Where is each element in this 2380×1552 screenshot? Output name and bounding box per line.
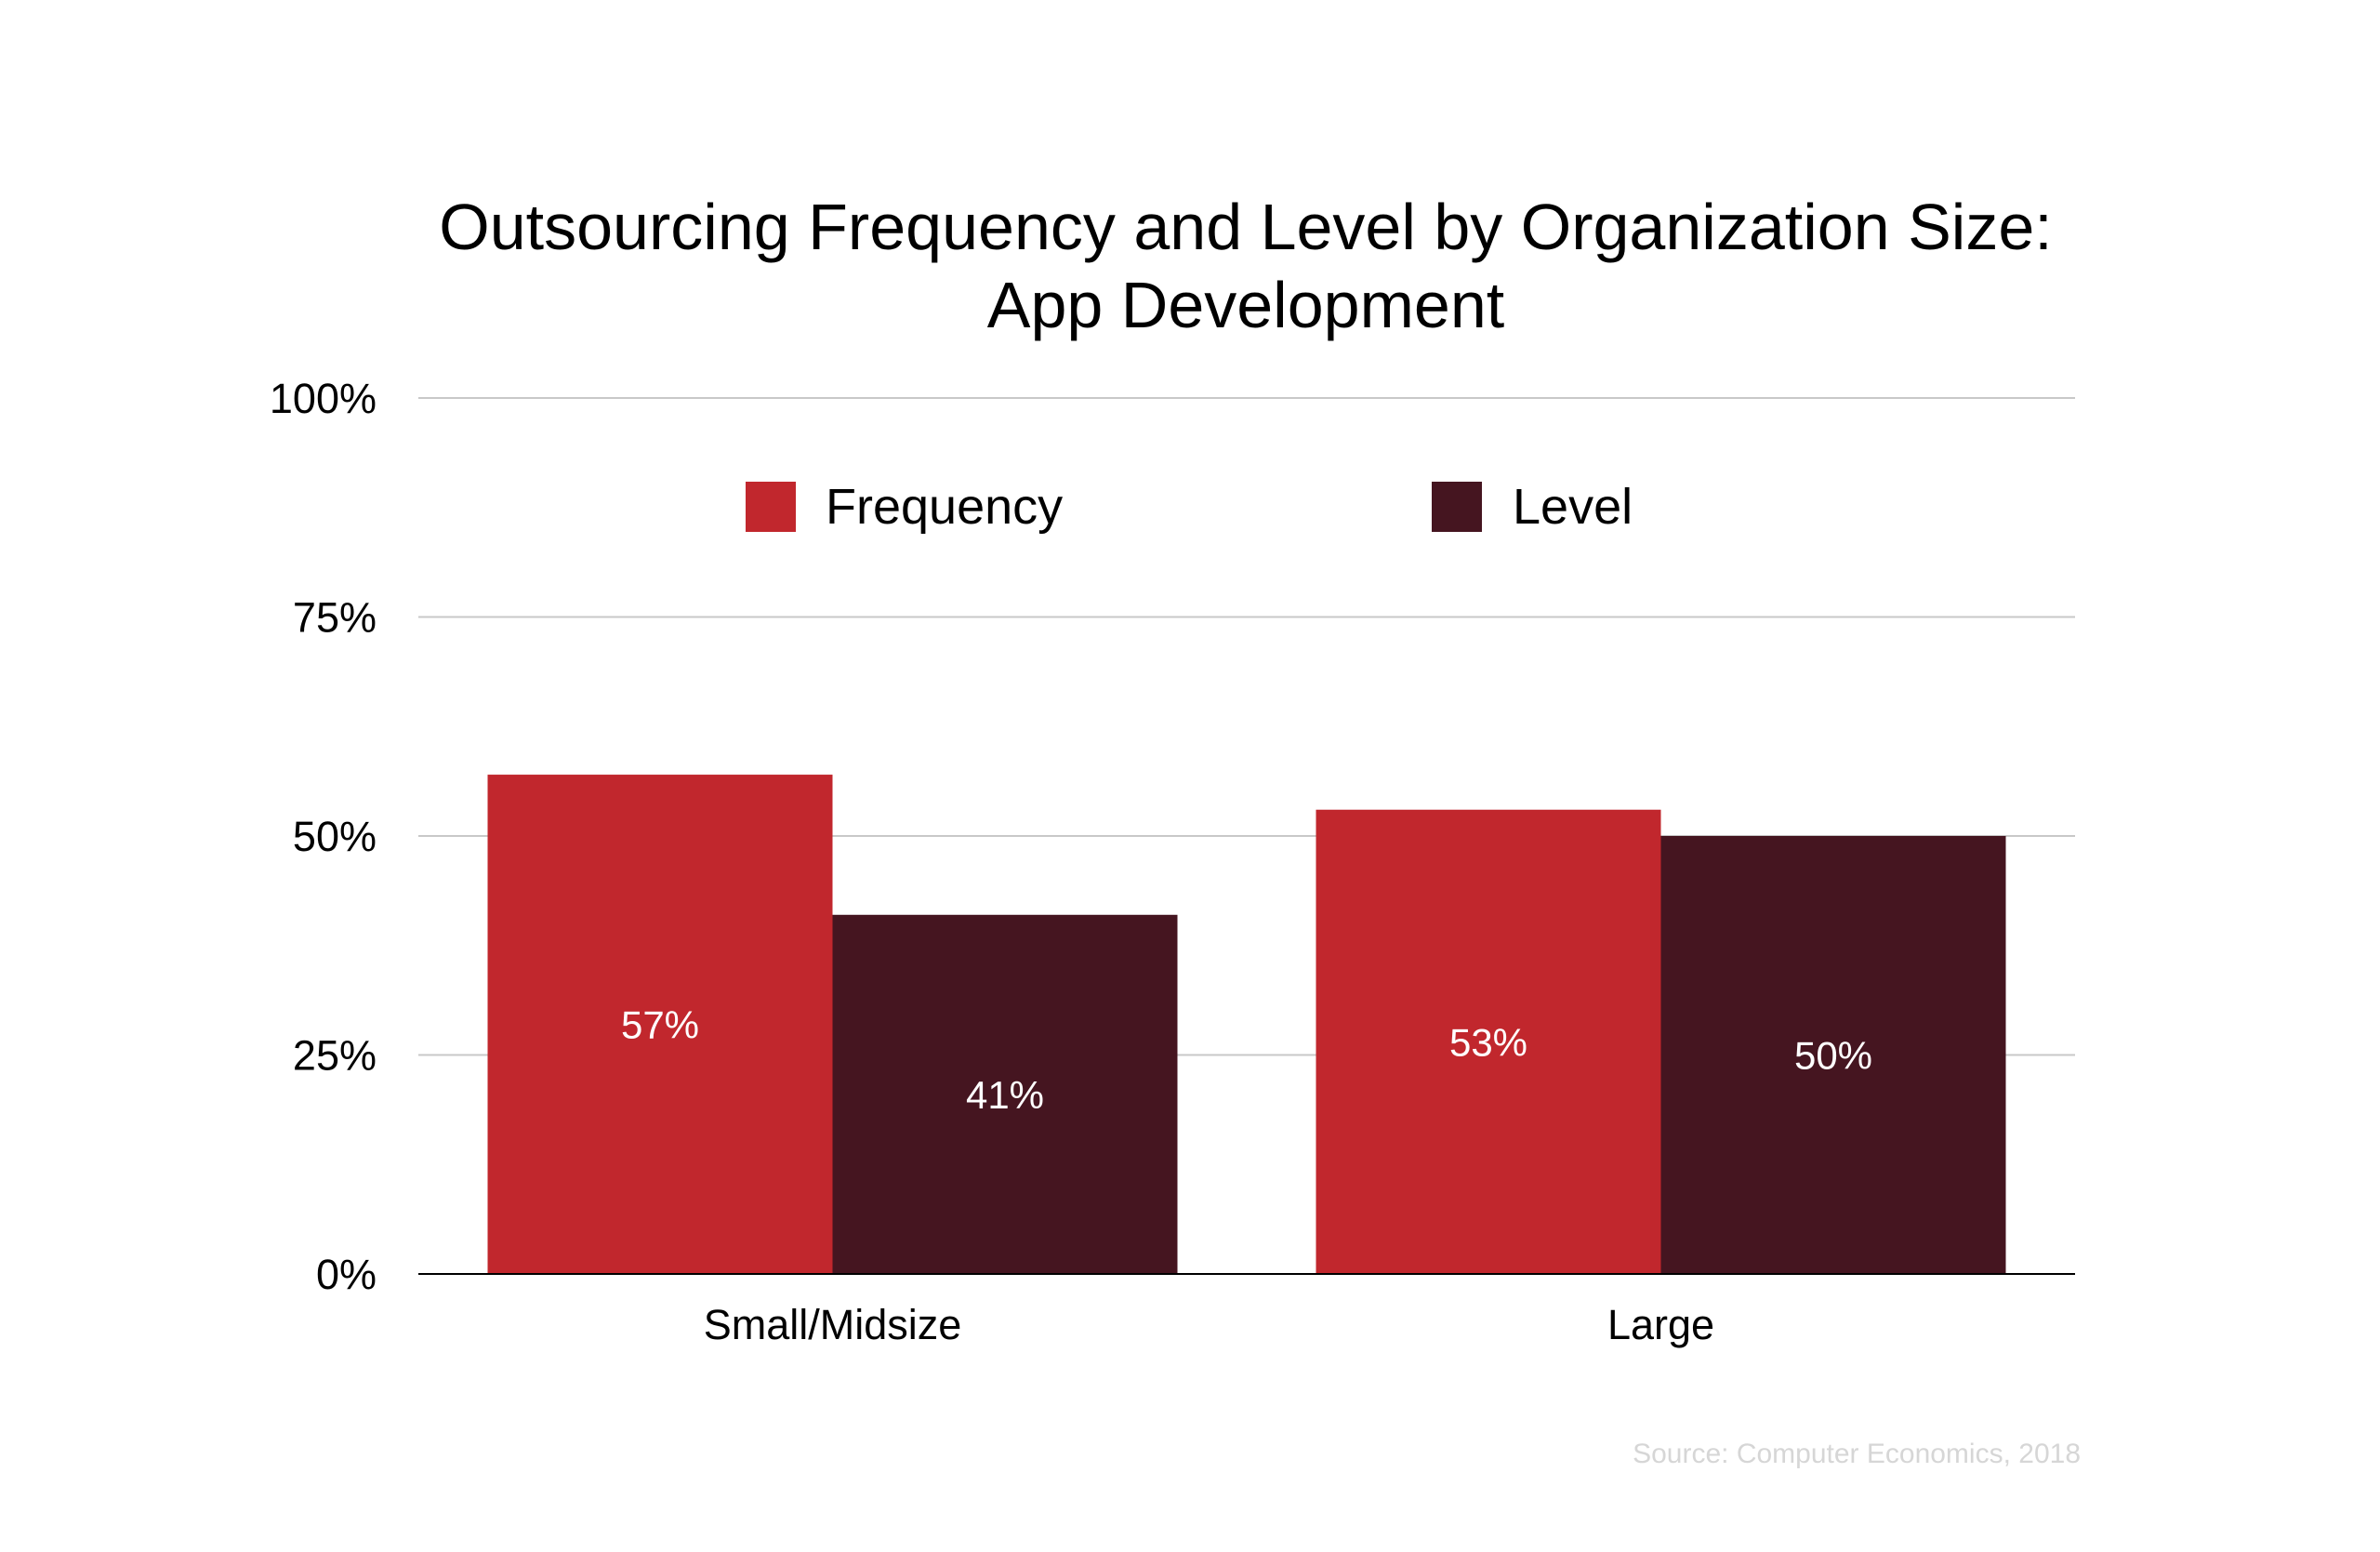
x-category-label: Large [1607, 1301, 1714, 1348]
bar-level-small-midsize [832, 914, 1178, 1274]
chart-subtitle: App Development [987, 269, 1504, 341]
bar-frequency-large [1316, 809, 1661, 1274]
y-axis: 0% 25% 50% 75% 100% [270, 375, 377, 1298]
y-tick-label: 75% [293, 594, 377, 642]
chart-title: Outsourcing Frequency and Level by Organ… [439, 191, 2052, 263]
y-tick-label: 25% [293, 1032, 377, 1080]
data-label-level-small-midsize: 41% [966, 1073, 1044, 1117]
source-note: Source: Computer Economics, 2018 [1633, 1439, 2081, 1469]
bar-level-large [1660, 836, 2006, 1274]
x-category-label: Small/Midsize [704, 1301, 962, 1348]
y-tick-label: 50% [293, 813, 377, 860]
data-label-frequency-small-midsize: 57% [621, 1003, 699, 1047]
y-tick-label: 100% [270, 375, 377, 422]
x-axis: Small/Midsize Large [418, 1273, 2075, 1348]
legend-label-frequency: Frequency [826, 479, 1063, 535]
legend-swatch-frequency [746, 482, 796, 532]
bar-labels: 57% 41% 53% 50% [621, 1003, 1872, 1117]
bar-frequency-small-midsize [487, 775, 833, 1274]
data-label-frequency-large: 53% [1449, 1020, 1527, 1064]
y-tick-label: 0% [316, 1251, 377, 1298]
data-label-level-large: 50% [1794, 1034, 1872, 1078]
legend: Frequency Level [746, 479, 1633, 535]
legend-swatch-level [1432, 482, 1482, 532]
legend-label-level: Level [1513, 479, 1633, 535]
bars [487, 775, 2006, 1274]
